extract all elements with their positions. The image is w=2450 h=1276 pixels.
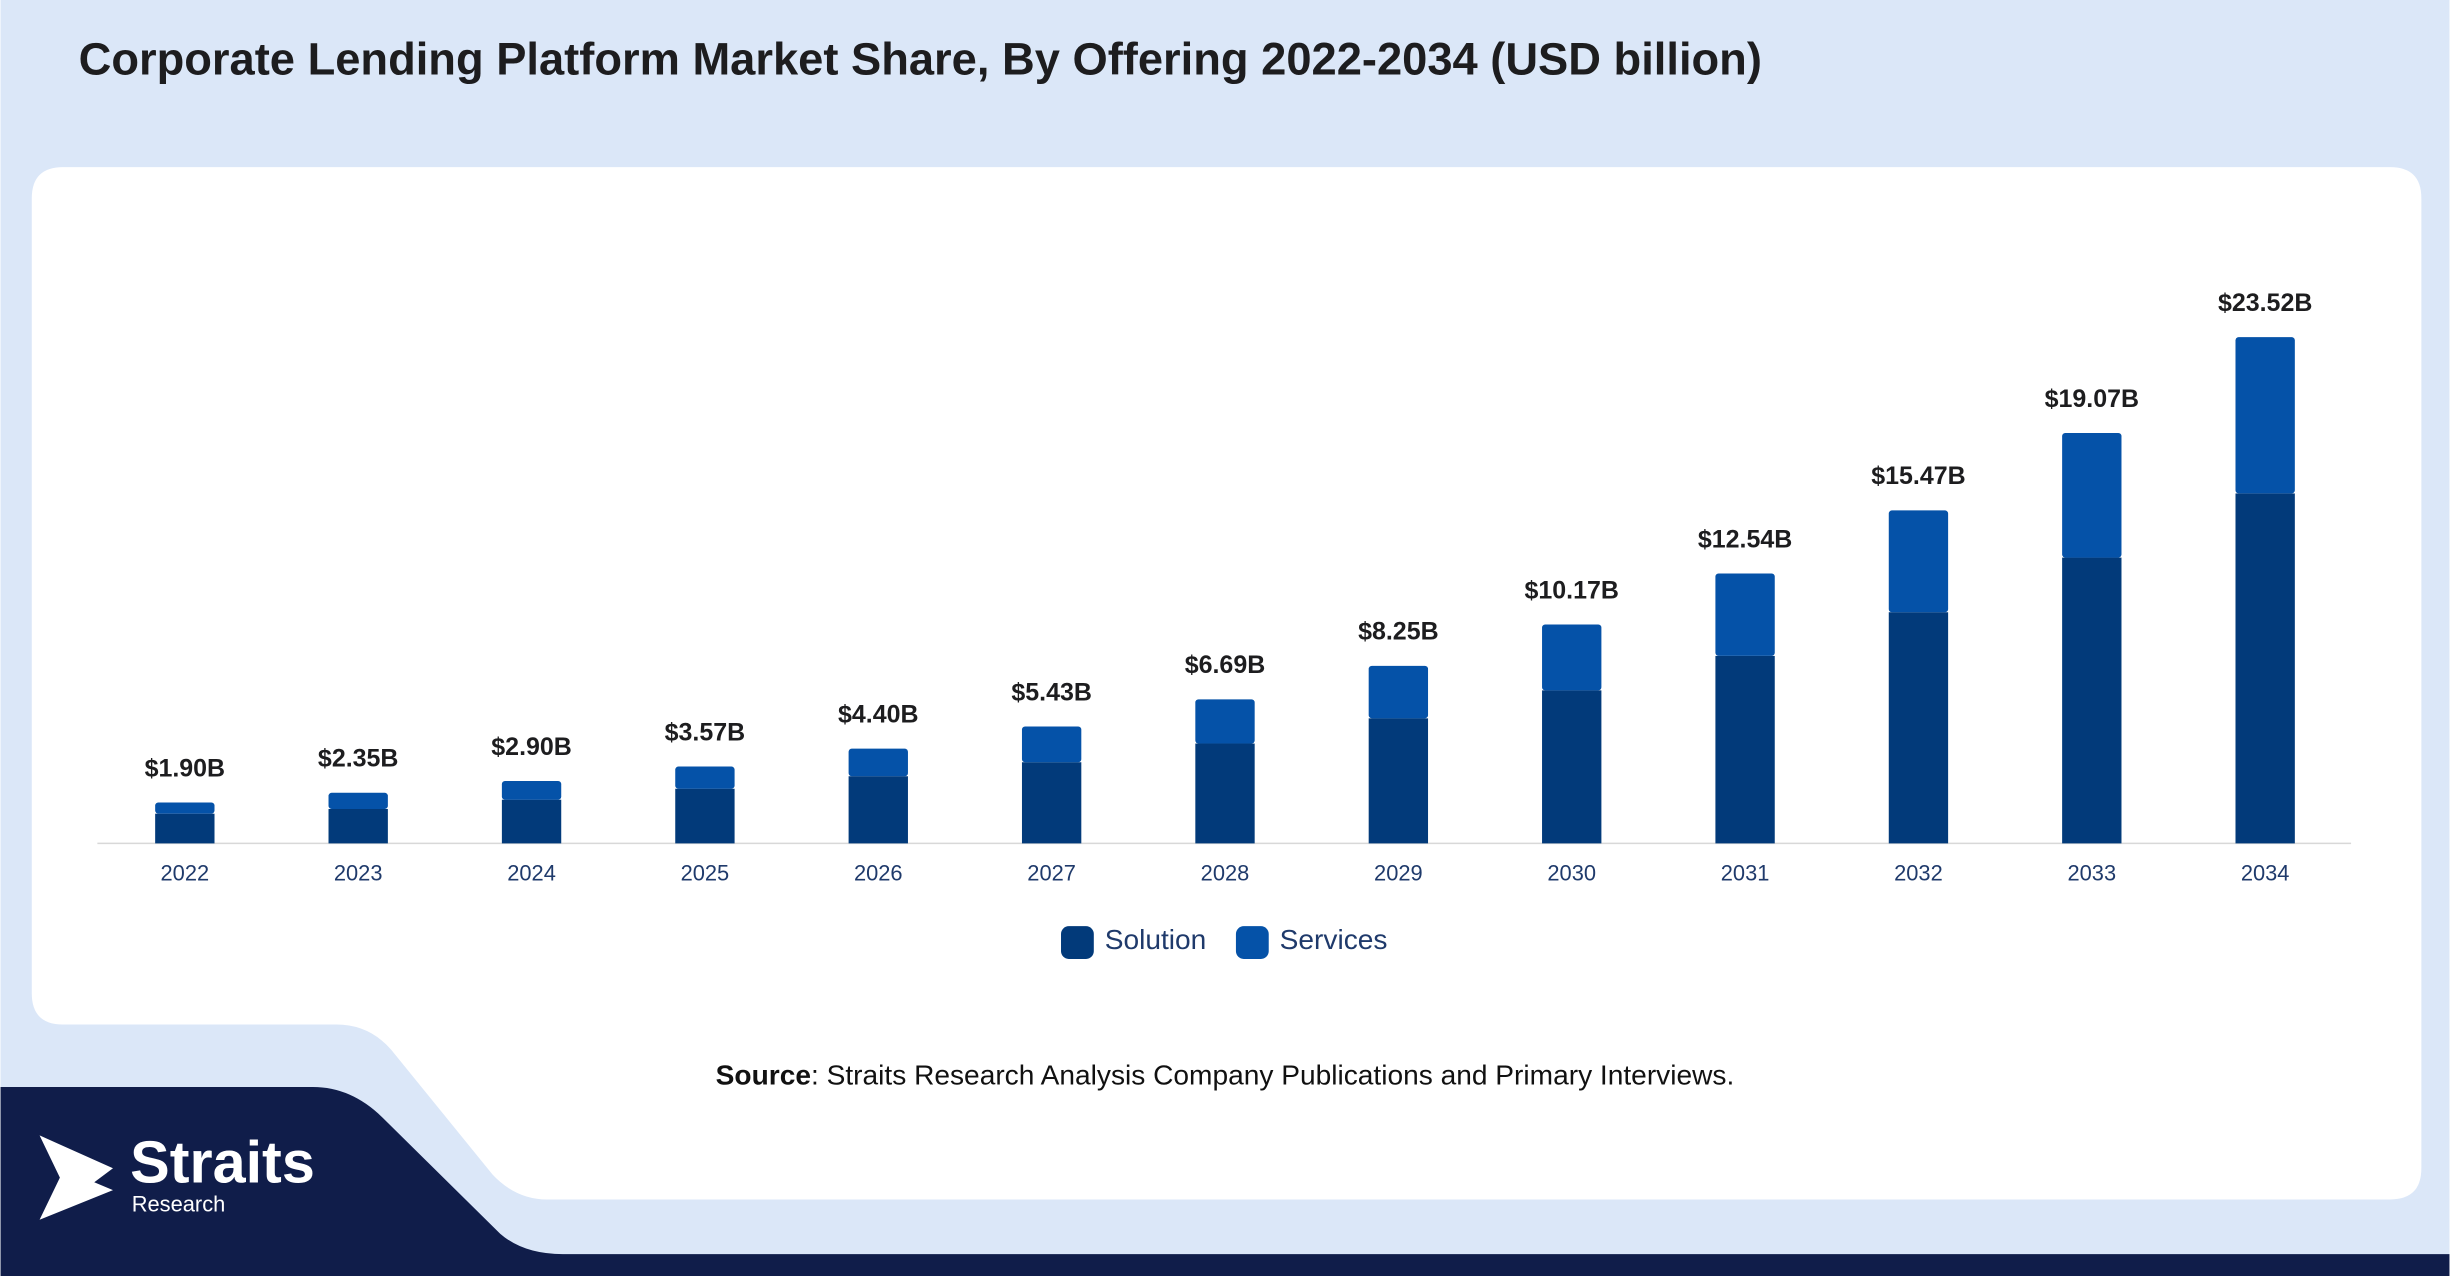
chart-title: Corporate Lending Platform Market Share,… bbox=[79, 33, 1762, 84]
x-tick-label: 2027 bbox=[1027, 860, 1076, 885]
bar-segment bbox=[1195, 699, 1255, 744]
legend-swatch bbox=[1235, 926, 1269, 959]
source-label: Source bbox=[716, 1060, 811, 1091]
total-label: $2.90B bbox=[491, 733, 572, 761]
bar-segment bbox=[501, 780, 562, 800]
total-label: $15.47B bbox=[1871, 462, 1965, 490]
logo-icon bbox=[39, 1135, 113, 1220]
logo-name: Straits bbox=[130, 1128, 315, 1195]
bar-segment bbox=[1542, 624, 1602, 691]
x-tick-label: 2030 bbox=[1547, 860, 1596, 885]
bar-segment bbox=[675, 788, 735, 844]
bar-segment bbox=[328, 808, 388, 844]
x-tick-label: 2026 bbox=[854, 860, 903, 885]
bar-segment bbox=[501, 799, 562, 844]
source-text: : Straits Research Analysis Company Publ… bbox=[811, 1060, 1734, 1091]
total-label: $23.52B bbox=[2218, 289, 2312, 317]
bar-segment bbox=[1021, 762, 1082, 844]
bar-segment bbox=[2235, 337, 2295, 494]
bar-segment bbox=[1195, 743, 1255, 844]
bar-segment bbox=[1021, 726, 1082, 763]
total-label: $3.57B bbox=[665, 718, 746, 746]
x-tick-label: 2029 bbox=[1374, 860, 1423, 885]
panel bbox=[31, 167, 2422, 1200]
bar-segment bbox=[328, 792, 388, 809]
bar-segment bbox=[848, 776, 908, 844]
x-tick-label: 2032 bbox=[1894, 860, 1943, 885]
bar-segment bbox=[1368, 718, 1429, 844]
bar-segment bbox=[1888, 510, 1949, 613]
x-tick-label: 2034 bbox=[2241, 860, 2290, 885]
total-label: $10.17B bbox=[1525, 576, 1619, 604]
x-tick-label: 2028 bbox=[1201, 860, 1250, 885]
bar-segment bbox=[155, 802, 215, 814]
bar-segment bbox=[2235, 493, 2295, 844]
legend-label: Services bbox=[1280, 924, 1388, 955]
x-tick-label: 2022 bbox=[161, 860, 210, 885]
bar-segment bbox=[848, 748, 908, 777]
bar-segment bbox=[1542, 690, 1602, 844]
x-tick-label: 2031 bbox=[1721, 860, 1770, 885]
total-label: $6.69B bbox=[1185, 651, 1266, 679]
legend-swatch bbox=[1061, 926, 1094, 959]
total-label: $5.43B bbox=[1011, 678, 1092, 706]
bar-segment bbox=[1715, 573, 1775, 656]
total-label: $19.07B bbox=[2045, 385, 2139, 413]
source: Source: Straits Research Analysis Compan… bbox=[716, 1060, 1735, 1091]
x-tick-label: 2025 bbox=[681, 860, 730, 885]
bar-segment bbox=[1368, 665, 1429, 719]
total-label: $8.25B bbox=[1358, 618, 1439, 646]
total-label: $2.35B bbox=[318, 745, 399, 773]
bar-segment bbox=[1888, 612, 1949, 844]
bar-segment bbox=[155, 813, 215, 844]
total-label: $1.90B bbox=[145, 754, 226, 782]
x-tick-label: 2023 bbox=[334, 860, 383, 885]
x-tick-label: 2033 bbox=[2067, 860, 2116, 885]
bar-segment bbox=[2062, 432, 2122, 558]
x-tick-label: 2024 bbox=[507, 860, 556, 885]
bar-segment bbox=[675, 766, 735, 789]
total-label: $12.54B bbox=[1698, 525, 1792, 553]
footer-band bbox=[0, 1087, 2450, 1276]
total-label: $4.40B bbox=[838, 700, 919, 728]
legend-label: Solution bbox=[1105, 924, 1207, 955]
bar-segment bbox=[2062, 557, 2122, 844]
bar-segment bbox=[1715, 655, 1775, 844]
logo-sub: Research bbox=[132, 1191, 226, 1216]
